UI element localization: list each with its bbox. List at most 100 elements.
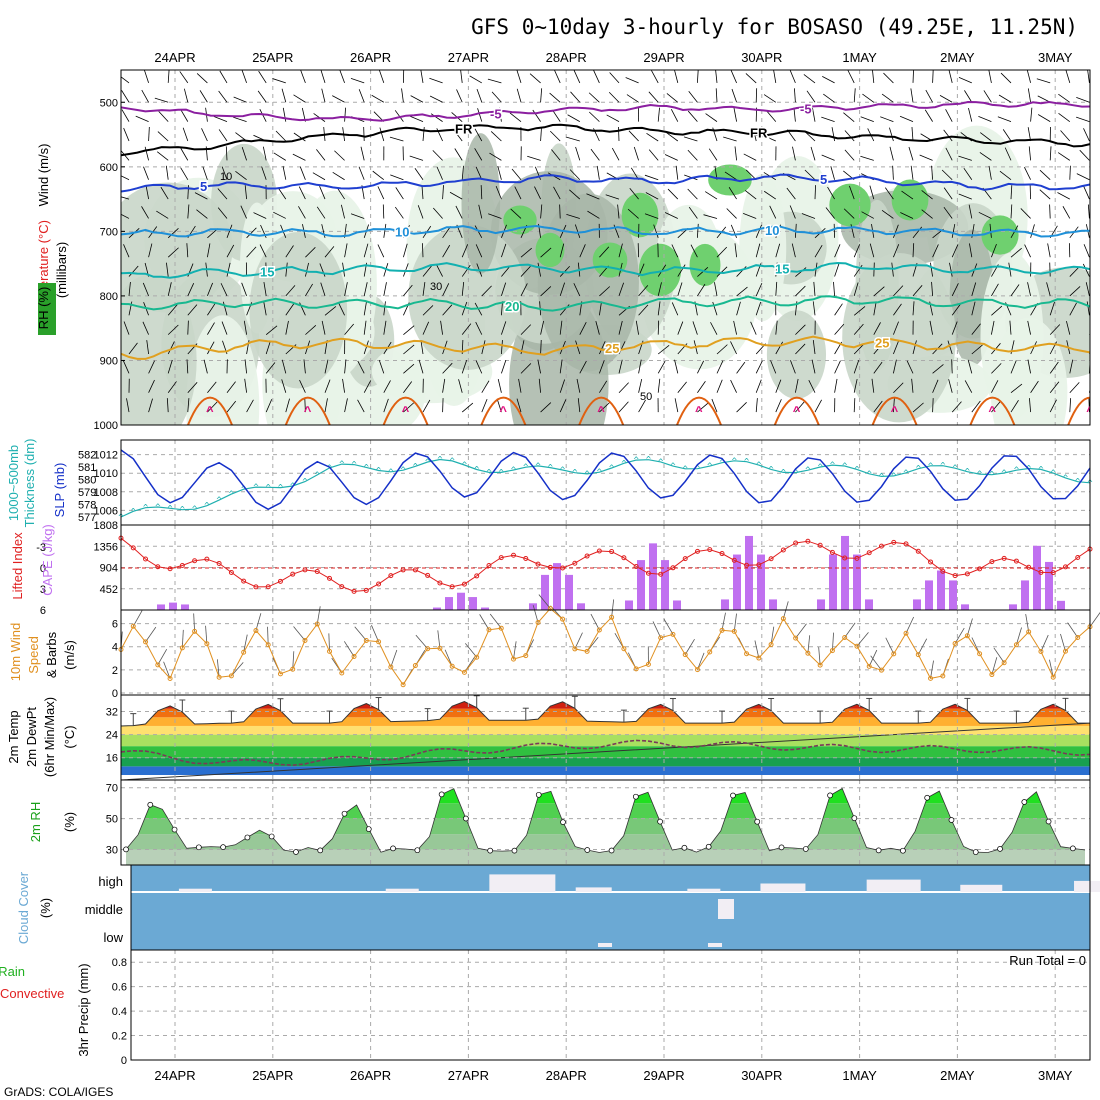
thickness-marker: ^	[339, 460, 345, 470]
wind-barb	[712, 301, 718, 316]
temperature-contour-30	[1067, 396, 1090, 425]
wind-barb	[1039, 169, 1051, 181]
thickness-tick-label: 582	[78, 449, 96, 461]
wind-barb	[207, 303, 216, 316]
rh-high-region	[638, 243, 682, 297]
wind-barb	[808, 379, 816, 393]
wind-barb	[233, 96, 247, 103]
li-marker	[449, 584, 455, 590]
wind-barb	[257, 90, 267, 103]
panels: 103050-5-5FRFR5510101515202525^^^^^^^^^^…	[0, 69, 1100, 1067]
li-marker	[854, 555, 860, 561]
cape-bar	[661, 560, 669, 610]
cape-bar	[625, 600, 633, 610]
wind10-marker	[314, 621, 320, 627]
rh2m-marker	[948, 817, 955, 823]
wind-barb	[988, 165, 992, 180]
wind-barb	[383, 398, 389, 413]
wind-barb	[532, 109, 541, 122]
li-marker	[1050, 570, 1056, 576]
wind-barb	[122, 360, 130, 374]
wind10-barb	[316, 606, 321, 625]
li-marker	[989, 559, 995, 565]
rh2m-marker	[560, 819, 566, 825]
wind-barb	[625, 77, 639, 84]
rh2m-band	[126, 834, 1085, 850]
wind-barb	[183, 88, 189, 103]
rh2m-tick-label: 70	[106, 783, 118, 795]
wind-barb	[475, 166, 483, 180]
bottom-date-29APR: 29APR	[643, 1068, 684, 1083]
wind-barb	[657, 360, 666, 374]
wind-barb	[599, 341, 606, 355]
wind-barb	[180, 148, 189, 161]
wind-barb	[814, 244, 823, 258]
cape-axis-label: CAPE (J/kg)	[40, 524, 55, 596]
wind-barb	[187, 304, 198, 316]
wind-barb	[736, 361, 746, 374]
wind-barb	[881, 93, 894, 103]
rh2m-marker	[1045, 818, 1052, 825]
wind-barb	[677, 321, 684, 335]
temperature-contour-5	[121, 173, 1090, 193]
wind-barb	[1010, 400, 1019, 413]
wind-barb	[853, 343, 865, 355]
wind-barb	[766, 110, 777, 122]
wind-barb	[167, 359, 173, 374]
wind10-barb	[390, 649, 398, 668]
wind-barb	[716, 266, 728, 277]
wind-barb	[714, 282, 718, 296]
wind-barb	[429, 77, 443, 84]
wind-barb	[298, 186, 306, 200]
thickness-marker: ^	[732, 457, 738, 467]
grads-credit: GrADS: COLA/IGES	[4, 1085, 113, 1099]
wind-barb	[540, 339, 542, 355]
rh2m-marker	[535, 791, 542, 798]
wind-barb	[344, 107, 346, 122]
thickness-marker: ^	[1075, 478, 1081, 488]
rh-high-region	[535, 232, 565, 268]
wind10-marker	[412, 663, 418, 669]
temperature-contour-30	[969, 396, 1016, 425]
li-marker	[780, 547, 786, 553]
wind-barb	[1049, 361, 1059, 374]
wind-barb	[884, 187, 894, 200]
wind-barb	[156, 151, 169, 161]
wind-barb	[477, 108, 483, 122]
wind-barb	[599, 402, 610, 413]
thickness-marker: ^	[315, 471, 321, 481]
wind10-barb	[684, 639, 695, 655]
wind-barb	[538, 378, 541, 393]
rh2m-marker	[268, 833, 275, 840]
cape-bar	[541, 574, 549, 610]
wind10-barb	[856, 632, 869, 647]
wind-barb	[703, 214, 718, 219]
wind-barb	[883, 72, 894, 84]
wind-barb	[1024, 244, 1031, 258]
rh-axis-label: RH (%)	[36, 287, 51, 330]
wind-barb	[755, 243, 761, 258]
wind-barb	[324, 398, 328, 413]
wind-barb	[540, 320, 545, 335]
wind-barb	[595, 320, 600, 335]
thickness-marker: ^	[952, 464, 958, 474]
wind-barb	[143, 70, 149, 84]
wind10-marker	[596, 627, 602, 633]
rh-shading-region	[842, 252, 956, 423]
wind-barb	[320, 70, 326, 84]
wind-barb	[520, 247, 532, 258]
wind-barb	[671, 244, 679, 258]
wind-barb	[1069, 398, 1072, 413]
wind-barb	[154, 97, 169, 103]
wind-barb	[213, 116, 228, 123]
wind-barb	[409, 155, 424, 161]
wind-barb	[273, 211, 286, 219]
wind-barb	[403, 263, 409, 277]
wind-barb	[372, 170, 385, 181]
cape-bar	[745, 535, 753, 610]
wind-barb	[873, 400, 883, 413]
cloud-panel: high middle low Cloud Cover (%)	[16, 864, 1100, 951]
wind-barb	[1037, 114, 1051, 122]
wind10-marker	[977, 651, 983, 657]
